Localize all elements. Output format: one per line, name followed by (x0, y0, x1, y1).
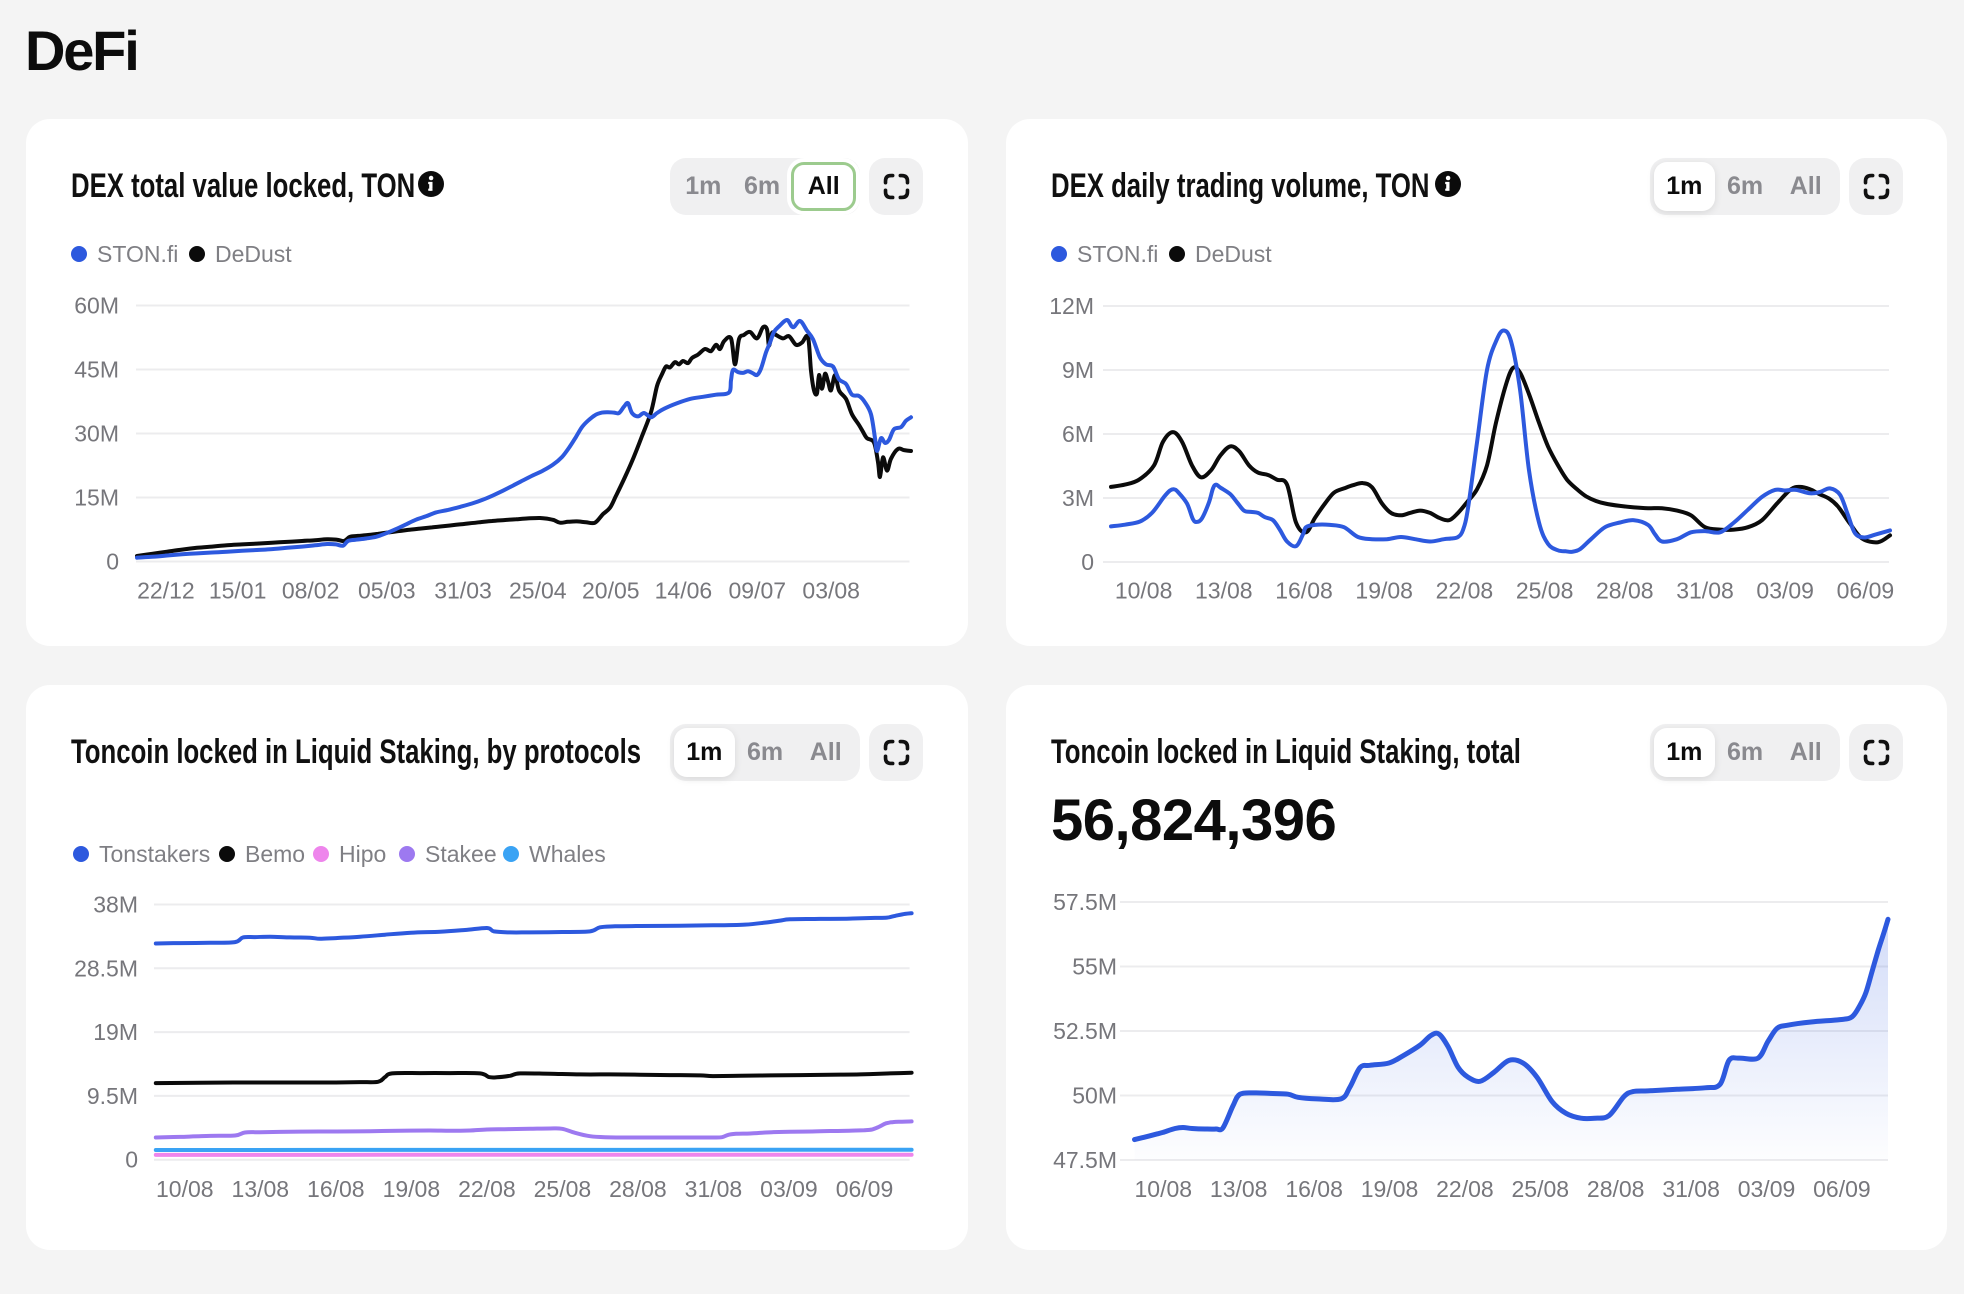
svg-text:28.5M: 28.5M (74, 955, 138, 981)
svg-text:52.5M: 52.5M (1053, 1018, 1117, 1044)
svg-text:25/08: 25/08 (534, 1176, 592, 1202)
svg-text:3M: 3M (1062, 485, 1094, 511)
svg-text:60M: 60M (74, 293, 119, 319)
svg-text:15/01: 15/01 (209, 578, 267, 604)
svg-text:57.5M: 57.5M (1053, 889, 1117, 915)
svg-text:16/08: 16/08 (307, 1176, 365, 1202)
svg-text:06/09: 06/09 (1813, 1176, 1871, 1202)
svg-text:45M: 45M (74, 357, 119, 383)
svg-text:25/04: 25/04 (509, 578, 567, 604)
svg-text:13/08: 13/08 (1195, 578, 1253, 604)
svg-text:31/03: 31/03 (434, 578, 492, 604)
svg-text:50M: 50M (1072, 1083, 1117, 1109)
svg-text:19M: 19M (93, 1019, 138, 1045)
svg-text:47.5M: 47.5M (1053, 1147, 1117, 1173)
svg-text:38M: 38M (93, 892, 138, 918)
svg-text:03/08: 03/08 (802, 578, 860, 604)
svg-text:15M: 15M (74, 485, 119, 511)
svg-text:10/08: 10/08 (156, 1176, 214, 1202)
svg-text:08/02: 08/02 (282, 578, 340, 604)
svg-text:13/08: 13/08 (232, 1176, 290, 1202)
svg-text:19/08: 19/08 (383, 1176, 441, 1202)
svg-text:20/05: 20/05 (582, 578, 640, 604)
svg-text:05/03: 05/03 (358, 578, 416, 604)
svg-text:31/08: 31/08 (1662, 1176, 1720, 1202)
svg-text:03/09: 03/09 (1738, 1176, 1796, 1202)
svg-text:22/08: 22/08 (458, 1176, 516, 1202)
svg-text:16/08: 16/08 (1285, 1176, 1343, 1202)
svg-text:28/08: 28/08 (609, 1176, 667, 1202)
svg-text:0: 0 (1081, 549, 1094, 575)
svg-text:28/08: 28/08 (1596, 578, 1654, 604)
svg-text:55M: 55M (1072, 954, 1117, 980)
svg-text:25/08: 25/08 (1516, 578, 1574, 604)
svg-text:28/08: 28/08 (1587, 1176, 1645, 1202)
svg-text:9.5M: 9.5M (87, 1083, 138, 1109)
svg-text:9M: 9M (1062, 357, 1094, 383)
svg-text:22/12: 22/12 (137, 578, 195, 604)
svg-text:13/08: 13/08 (1210, 1176, 1268, 1202)
svg-text:25/08: 25/08 (1512, 1176, 1570, 1202)
svg-text:06/09: 06/09 (1837, 578, 1895, 604)
svg-text:6M: 6M (1062, 421, 1094, 447)
svg-text:19/08: 19/08 (1355, 578, 1413, 604)
svg-text:31/08: 31/08 (1676, 578, 1734, 604)
svg-text:22/08: 22/08 (1436, 578, 1494, 604)
svg-text:10/08: 10/08 (1115, 578, 1173, 604)
svg-text:09/07: 09/07 (729, 578, 787, 604)
svg-text:06/09: 06/09 (836, 1176, 894, 1202)
svg-text:12M: 12M (1049, 293, 1094, 319)
svg-text:19/08: 19/08 (1361, 1176, 1419, 1202)
svg-text:16/08: 16/08 (1275, 578, 1333, 604)
svg-text:0: 0 (106, 549, 119, 575)
svg-text:03/09: 03/09 (760, 1176, 818, 1202)
svg-text:31/08: 31/08 (685, 1176, 743, 1202)
svg-text:03/09: 03/09 (1756, 578, 1814, 604)
svg-text:0: 0 (125, 1147, 138, 1173)
svg-text:22/08: 22/08 (1436, 1176, 1494, 1202)
svg-text:10/08: 10/08 (1135, 1176, 1193, 1202)
svg-text:30M: 30M (74, 421, 119, 447)
svg-text:14/06: 14/06 (655, 578, 713, 604)
